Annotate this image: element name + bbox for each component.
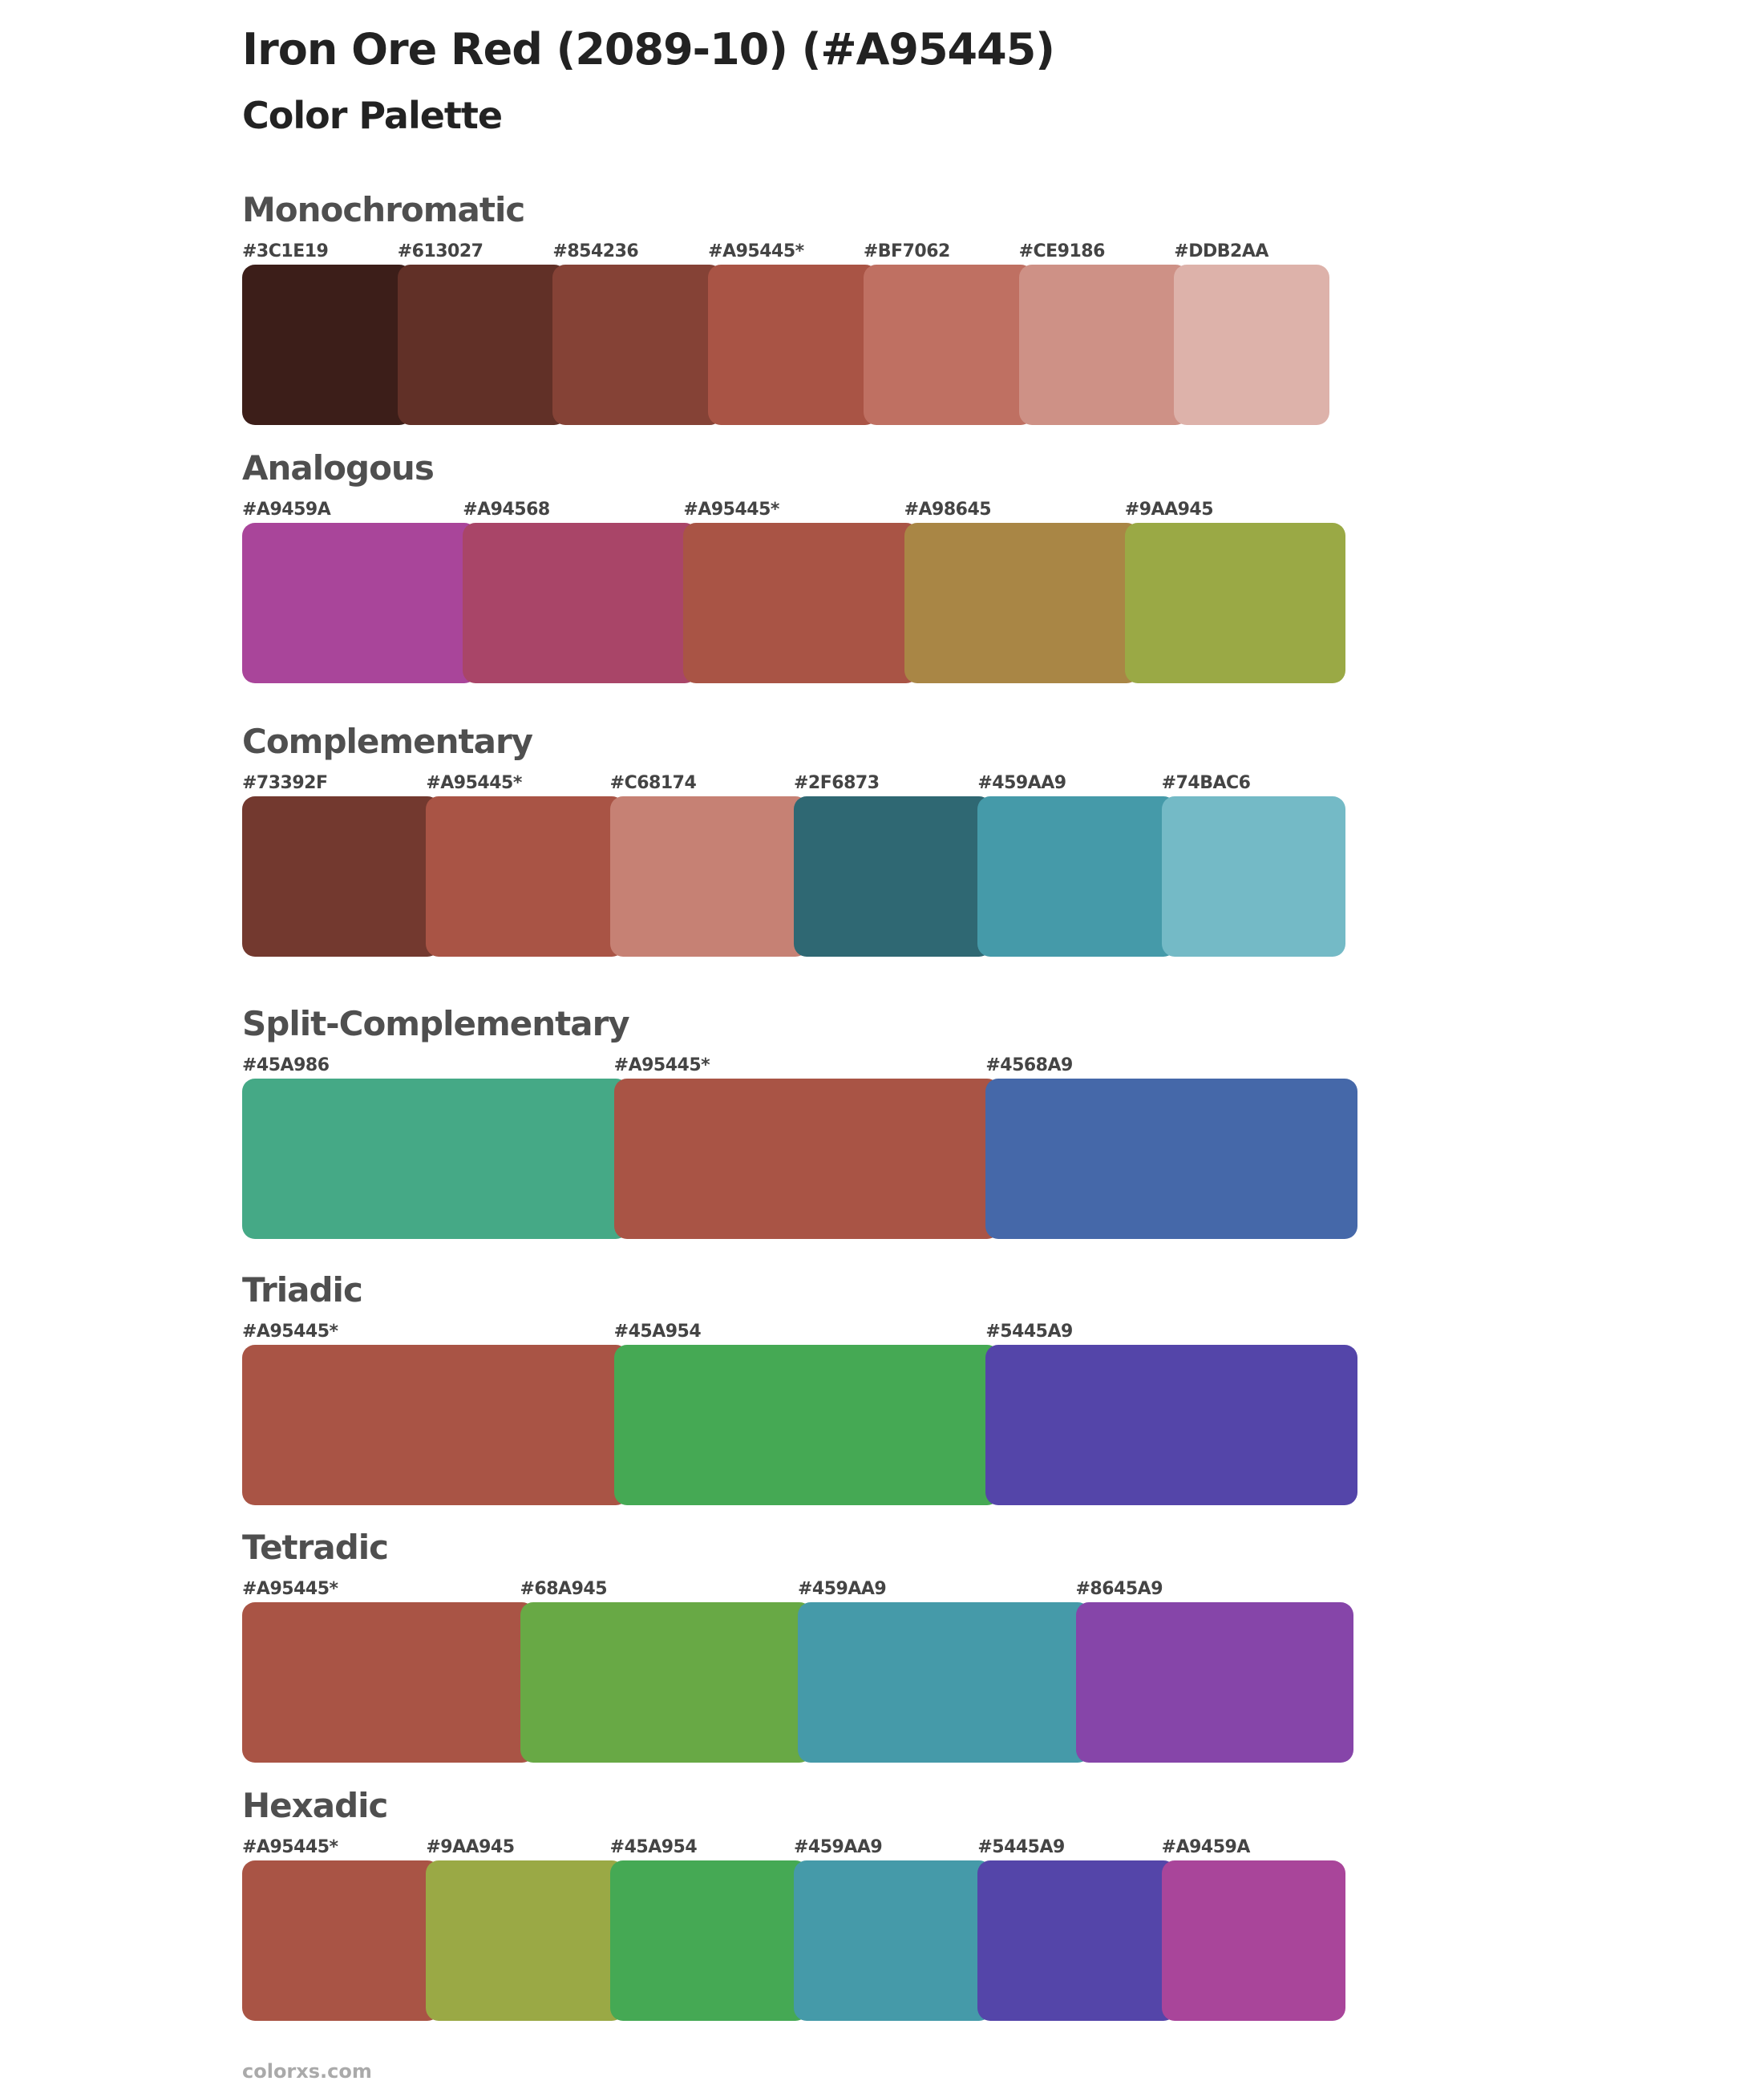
- swatch-hex-label: #A9459A: [242, 500, 331, 520]
- color-swatch[interactable]: [426, 796, 625, 957]
- section-heading: Complementary: [242, 722, 533, 761]
- color-swatch[interactable]: [463, 523, 698, 683]
- swatch-hex-label: #4568A9: [985, 1055, 1073, 1075]
- section-heading: Split-Complementary: [242, 1004, 630, 1043]
- section-heading: Monochromatic: [242, 190, 525, 229]
- color-swatch[interactable]: [242, 1602, 535, 1763]
- swatch-hex-label: #A95445*: [708, 241, 804, 261]
- swatch-hex-label: #5445A9: [977, 1837, 1065, 1857]
- swatch-hex-label: #CE9186: [1018, 241, 1106, 261]
- color-swatch[interactable]: [397, 265, 568, 425]
- color-swatch[interactable]: [1124, 523, 1345, 683]
- color-swatch[interactable]: [242, 1079, 629, 1239]
- swatch-hex-label: #C68174: [609, 773, 697, 793]
- color-swatch[interactable]: [863, 265, 1034, 425]
- color-swatch[interactable]: [1174, 265, 1329, 425]
- color-swatch[interactable]: [708, 265, 878, 425]
- swatch-hex-label: #A95445*: [426, 773, 522, 793]
- color-swatch[interactable]: [977, 1860, 1176, 2021]
- color-swatch[interactable]: [552, 265, 723, 425]
- color-swatch[interactable]: [613, 1345, 1001, 1505]
- swatch-hex-label: #9AA945: [1124, 500, 1214, 520]
- swatch-hex-label: #A95445*: [242, 1322, 338, 1342]
- color-swatch[interactable]: [242, 796, 441, 957]
- color-swatch[interactable]: [426, 1860, 625, 2021]
- swatch-hex-label: #74BAC6: [1161, 773, 1251, 793]
- swatch-hex-label: #459AA9: [798, 1579, 887, 1599]
- swatch-hex-label: #A95445*: [242, 1579, 338, 1599]
- swatch-hex-label: #BF7062: [863, 241, 950, 261]
- footer-site-link[interactable]: colorxs.com: [242, 2060, 372, 2083]
- swatch-hex-label: #45A954: [609, 1837, 698, 1857]
- color-swatch[interactable]: [242, 1860, 441, 2021]
- swatch-hex-label: #68A945: [520, 1579, 608, 1599]
- swatch-hex-label: #A95445*: [242, 1837, 338, 1857]
- section-heading: Tetradic: [242, 1528, 389, 1567]
- color-swatch[interactable]: [609, 796, 808, 957]
- color-swatch[interactable]: [613, 1079, 1001, 1239]
- color-swatch[interactable]: [520, 1602, 812, 1763]
- swatch-hex-label: #A94568: [463, 500, 550, 520]
- page-subtitle: Color Palette: [242, 94, 503, 137]
- color-swatch[interactable]: [794, 1860, 993, 2021]
- swatch-hex-label: #9AA945: [426, 1837, 515, 1857]
- page-title: Iron Ore Red (2089-10) (#A95445): [242, 24, 1055, 75]
- swatch-hex-label: #5445A9: [985, 1322, 1073, 1342]
- color-swatch[interactable]: [977, 796, 1176, 957]
- section-heading: Triadic: [242, 1270, 363, 1310]
- swatch-hex-label: #73392F: [242, 773, 328, 793]
- color-swatch[interactable]: [798, 1602, 1090, 1763]
- color-swatch[interactable]: [985, 1345, 1357, 1505]
- swatch-hex-label: #DDB2AA: [1174, 241, 1268, 261]
- color-swatch[interactable]: [985, 1079, 1357, 1239]
- swatch-hex-label: #A95445*: [613, 1055, 710, 1075]
- swatch-hex-label: #8645A9: [1075, 1579, 1163, 1599]
- section-heading: Analogous: [242, 448, 435, 488]
- color-swatch[interactable]: [1018, 265, 1189, 425]
- swatch-hex-label: #A95445*: [683, 500, 779, 520]
- color-swatch[interactable]: [609, 1860, 808, 2021]
- color-swatch[interactable]: [242, 265, 412, 425]
- swatch-hex-label: #854236: [552, 241, 639, 261]
- swatch-hex-label: #A98645: [904, 500, 992, 520]
- swatch-hex-label: #459AA9: [794, 1837, 883, 1857]
- color-swatch[interactable]: [1161, 796, 1345, 957]
- color-swatch[interactable]: [683, 523, 919, 683]
- color-swatch[interactable]: [904, 523, 1139, 683]
- swatch-hex-label: #613027: [397, 241, 483, 261]
- color-swatch[interactable]: [794, 796, 993, 957]
- swatch-hex-label: #459AA9: [977, 773, 1066, 793]
- swatch-hex-label: #3C1E19: [242, 241, 329, 261]
- section-heading: Hexadic: [242, 1786, 388, 1825]
- color-swatch[interactable]: [1075, 1602, 1353, 1763]
- swatch-hex-label: #45A954: [613, 1322, 702, 1342]
- swatch-hex-label: #2F6873: [794, 773, 880, 793]
- color-swatch[interactable]: [242, 523, 478, 683]
- color-swatch[interactable]: [1161, 1860, 1345, 2021]
- swatch-hex-label: #45A986: [242, 1055, 330, 1075]
- swatch-hex-label: #A9459A: [1161, 1837, 1251, 1857]
- color-swatch[interactable]: [242, 1345, 629, 1505]
